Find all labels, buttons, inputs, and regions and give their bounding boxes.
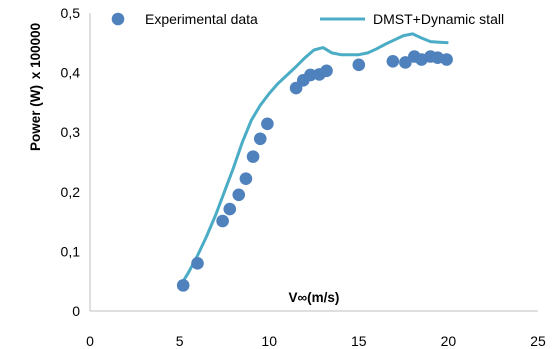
y-axis-label: Power (W): [28, 85, 43, 151]
experimental-data-point: [261, 117, 274, 131]
experimental-data-point: [386, 54, 400, 68]
x-tick-label: 10: [261, 333, 277, 349]
experimental-data-point: [246, 150, 260, 163]
y-tick-label: 0,1: [61, 243, 81, 259]
experimental-data-point: [239, 172, 253, 185]
experimental-data-point: [352, 58, 366, 72]
axes: [89, 13, 538, 312]
legend-label-experimental: Experimental data: [145, 11, 258, 27]
experimental-data-point: [216, 214, 229, 228]
x-tick-label: 20: [441, 333, 457, 349]
y-tick-label: 0: [72, 303, 80, 319]
experimental-data-point: [440, 53, 453, 66]
y-tick-label: 0,4: [61, 65, 81, 81]
line-series: [178, 32, 449, 288]
experimental-data-point: [399, 56, 412, 69]
legend: Experimental data DMST+Dynamic stall: [111, 11, 504, 27]
experimental-data-point: [191, 257, 204, 270]
experimental-data-point: [176, 279, 190, 292]
experimental-data-point: [232, 188, 246, 202]
legend-label-dmst: DMST+Dynamic stall: [373, 11, 504, 27]
x-tick-labels: 0 5 10 15 20 25: [86, 333, 546, 349]
x-tick-label: 15: [351, 333, 367, 349]
x-axis-label: V∞(m/s): [289, 290, 340, 305]
y-tick-label: 0,2: [61, 184, 81, 200]
scatter-series: [176, 50, 453, 292]
y-axis-multiplier-label: x 100000: [28, 23, 43, 79]
experimental-data-point: [253, 132, 267, 146]
x-tick-label: 0: [86, 333, 94, 349]
x-tick-label: 25: [530, 333, 546, 349]
y-axis-multiplier: x 100000: [28, 23, 43, 79]
y-axis-title: Power (W): [28, 85, 43, 151]
dmst-dynamic-stall-line: [178, 32, 449, 288]
experimental-data-point: [304, 68, 317, 82]
y-tick-label: 0,3: [61, 124, 81, 140]
experimental-data-point: [320, 64, 333, 78]
y-tick-labels: 0 0,1 0,2 0,3 0,4 0,5: [61, 5, 81, 319]
experimental-data-point: [223, 202, 237, 216]
y-tick-label: 0,5: [61, 5, 81, 21]
x-tick-label: 5: [176, 333, 184, 349]
legend-marker-experimental: [111, 12, 125, 26]
